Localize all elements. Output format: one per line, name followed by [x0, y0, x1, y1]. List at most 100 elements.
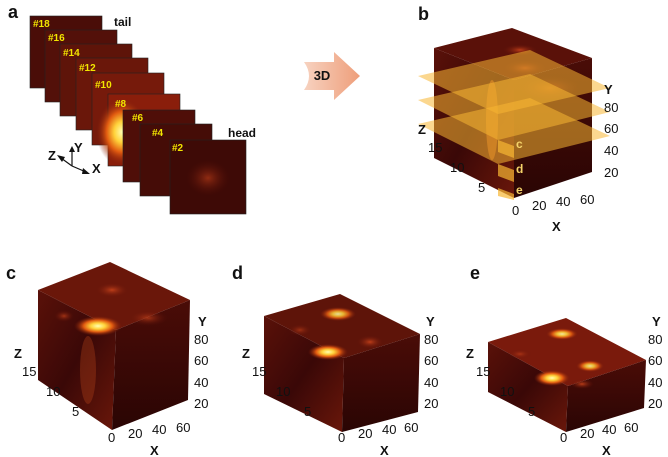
x-axis-name: X — [150, 443, 159, 457]
volume-box-e — [488, 318, 646, 432]
y-axis-name: Y — [604, 82, 613, 97]
slice-label: #10 — [95, 80, 112, 91]
z-tick: 15 — [22, 364, 36, 379]
x-tick: 40 — [602, 422, 616, 437]
y-tick: 80 — [194, 332, 208, 347]
panel-e: e Y 80 60 40 20 Z 15 10 5 0 20 40 60 X — [466, 263, 662, 457]
x-tick: 0 — [108, 430, 115, 445]
x-axis-name: X — [380, 443, 389, 457]
z-axis-name: Z — [242, 346, 250, 361]
y-tick: 20 — [604, 165, 618, 180]
slice-label: #8 — [115, 99, 127, 110]
x-tick: 60 — [404, 420, 418, 435]
plane-label-c: c — [516, 137, 523, 151]
y-tick: 40 — [604, 143, 618, 158]
z-axis-name: Z — [14, 346, 22, 361]
z-tick: 5 — [478, 180, 485, 195]
slice-label: #16 — [48, 33, 65, 44]
panel-c: c Y 80 60 40 20 Z 15 10 5 0 20 40 60 X — [6, 262, 208, 457]
y-tick: 20 — [424, 396, 438, 411]
panel-letter-d: d — [232, 263, 243, 283]
y-tick: 60 — [604, 121, 618, 136]
z-tick: 15 — [428, 140, 442, 155]
y-tick: 60 — [194, 353, 208, 368]
z-tick: 5 — [72, 404, 79, 419]
y-axis-name: Y — [198, 314, 207, 329]
panel-letter-a: a — [8, 2, 19, 22]
panel-b: b c d e Y 80 60 40 20 — [418, 4, 618, 234]
y-tick: 80 — [424, 332, 438, 347]
x-axis-name: X — [552, 219, 561, 234]
volume-box-c — [38, 262, 190, 430]
y-tick: 20 — [648, 396, 662, 411]
arrow-label: 3D — [314, 68, 331, 83]
x-tick: 0 — [338, 430, 345, 445]
x-tick: 20 — [580, 426, 594, 441]
head-label: head — [228, 126, 256, 140]
slice-label: #14 — [63, 48, 80, 59]
slice-label: #4 — [152, 128, 164, 139]
z-axis-name: Z — [418, 122, 426, 137]
z-tick: 5 — [528, 404, 535, 419]
axis-triad: Z Y X — [48, 140, 101, 176]
y-axis-name: Y — [426, 314, 435, 329]
z-tick: 15 — [476, 364, 490, 379]
axes-c: Y 80 60 40 20 Z 15 10 5 0 20 40 60 X — [14, 314, 208, 457]
x-tick: 60 — [176, 420, 190, 435]
slice-2 — [169, 139, 247, 215]
y-tick: 60 — [424, 353, 438, 368]
panel-letter-c: c — [6, 263, 16, 283]
x-tick: 20 — [532, 198, 546, 213]
tail-label: tail — [114, 15, 131, 29]
z-tick: 15 — [252, 364, 266, 379]
panel-letter-b: b — [418, 4, 429, 24]
slice-planes — [418, 50, 610, 200]
slice-label: #2 — [172, 143, 184, 154]
axis-x-label: X — [92, 161, 101, 176]
y-tick: 40 — [648, 375, 662, 390]
panel-letter-e: e — [470, 263, 480, 283]
z-tick: 10 — [500, 384, 514, 399]
y-tick: 40 — [194, 375, 208, 390]
z-tick: 10 — [46, 384, 60, 399]
x-tick: 0 — [512, 203, 519, 218]
x-tick: 20 — [128, 426, 142, 441]
plane-bottom — [418, 98, 610, 164]
y-tick: 80 — [604, 100, 618, 115]
axes-d: Y 80 60 40 20 Z 15 10 5 0 20 40 60 X — [242, 314, 438, 457]
slice-label: #6 — [132, 113, 144, 124]
slice-number-labels: #18 #16 #14 #12 #10 #8 #6 #4 #2 — [33, 19, 184, 154]
arrow-3d: 3D — [304, 52, 360, 100]
volume-box-d — [264, 294, 420, 432]
axis-z-label: Z — [48, 148, 56, 163]
axes-b: Y 80 60 40 20 Z 15 10 5 0 20 40 60 X — [418, 82, 618, 234]
axes-e: Y 80 60 40 20 Z 15 10 5 0 20 40 60 X — [466, 314, 662, 457]
axis-y-label: Y — [74, 140, 83, 155]
plane-label-d: d — [516, 162, 523, 176]
y-tick: 20 — [194, 396, 208, 411]
panel-d: d Y 80 60 40 20 Z 15 10 5 0 20 40 60 X — [232, 263, 438, 457]
panel-a: a #18 #16 #14 #12 #10 #8 — [8, 2, 256, 215]
z-tick: 10 — [450, 160, 464, 175]
slice-stack — [29, 15, 247, 215]
z-axis-name: Z — [466, 346, 474, 361]
z-tick: 5 — [304, 404, 311, 419]
y-tick: 80 — [648, 332, 662, 347]
x-tick: 60 — [580, 192, 594, 207]
y-tick: 40 — [424, 375, 438, 390]
x-tick: 40 — [152, 422, 166, 437]
y-axis-name: Y — [652, 314, 661, 329]
slice-label: #12 — [79, 63, 96, 74]
arrow-shape — [304, 52, 360, 100]
plane-label-e: e — [516, 183, 523, 197]
z-tick: 10 — [276, 384, 290, 399]
slice-label: #18 — [33, 19, 50, 30]
y-tick: 60 — [648, 353, 662, 368]
x-tick: 0 — [560, 430, 567, 445]
x-tick: 60 — [624, 420, 638, 435]
x-tick: 40 — [382, 422, 396, 437]
x-axis-name: X — [602, 443, 611, 457]
x-tick: 40 — [556, 194, 570, 209]
x-tick: 20 — [358, 426, 372, 441]
